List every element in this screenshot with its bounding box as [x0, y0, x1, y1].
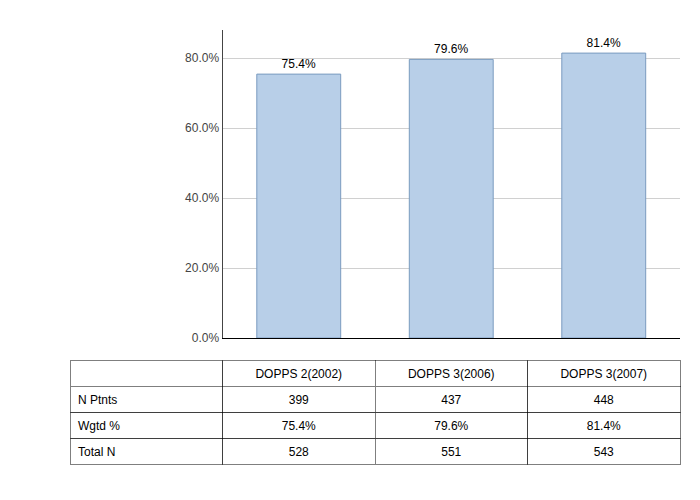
svg-text:437: 437: [441, 393, 461, 407]
svg-text:79.6%: 79.6%: [434, 42, 468, 56]
svg-text:N Ptnts: N Ptnts: [78, 393, 117, 407]
svg-text:81.4%: 81.4%: [587, 419, 621, 433]
svg-text:40.0%: 40.0%: [185, 191, 219, 205]
svg-text:DOPPS 2(2002): DOPPS 2(2002): [255, 367, 342, 381]
svg-text:75.4%: 75.4%: [282, 57, 316, 71]
svg-text:60.0%: 60.0%: [185, 121, 219, 135]
svg-text:79.6%: 79.6%: [434, 419, 468, 433]
svg-text:DOPPS 3(2006): DOPPS 3(2006): [408, 367, 495, 381]
svg-text:551: 551: [441, 445, 461, 459]
svg-text:448: 448: [594, 393, 614, 407]
svg-text:Wgtd %: Wgtd %: [78, 419, 120, 433]
svg-text:543: 543: [594, 445, 614, 459]
svg-text:20.0%: 20.0%: [185, 261, 219, 275]
svg-text:0.0%: 0.0%: [192, 331, 220, 345]
svg-text:81.4%: 81.4%: [587, 36, 621, 50]
svg-text:Total N: Total N: [78, 445, 115, 459]
svg-text:DOPPS 3(2007): DOPPS 3(2007): [560, 367, 647, 381]
svg-text:528: 528: [289, 445, 309, 459]
svg-text:75.4%: 75.4%: [282, 419, 316, 433]
svg-text:399: 399: [289, 393, 309, 407]
svg-text:80.0%: 80.0%: [185, 51, 219, 65]
